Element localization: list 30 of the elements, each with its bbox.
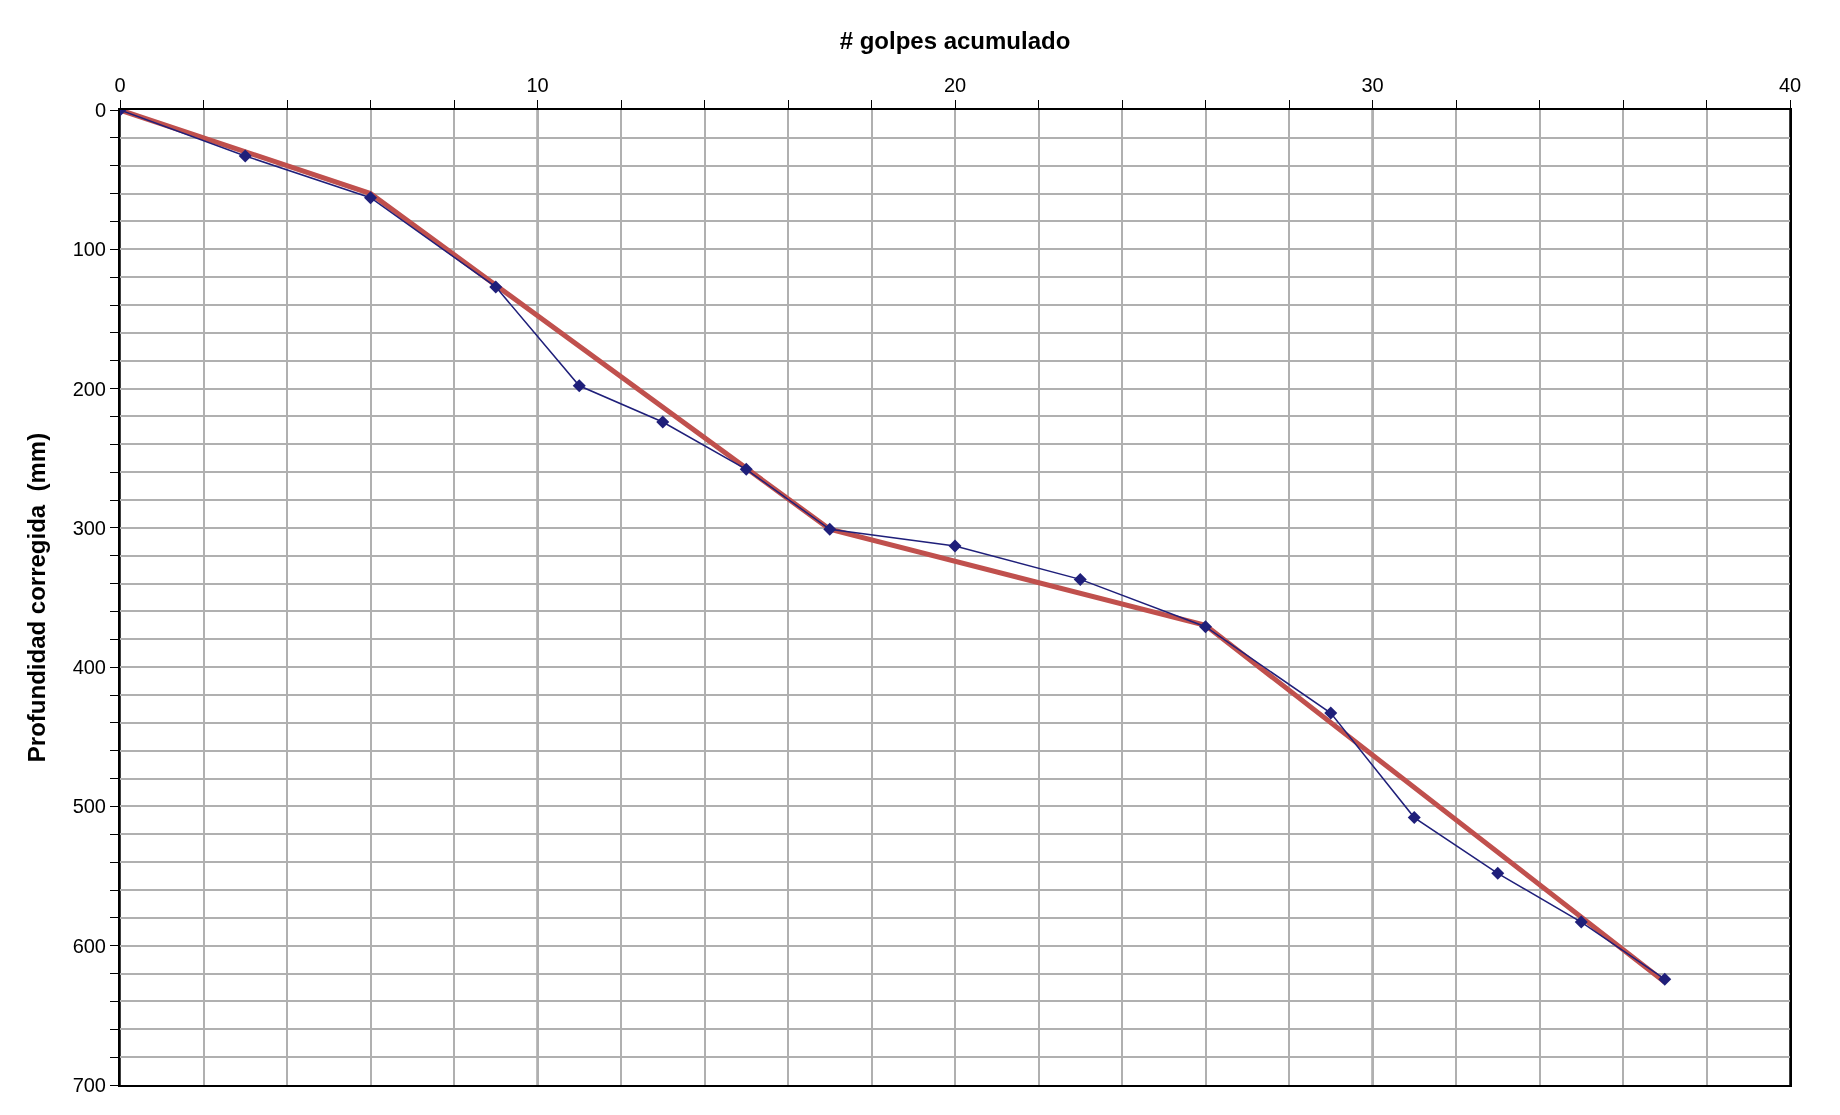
y-tick-label: 0: [94, 99, 106, 121]
y-tick-label: 700: [72, 1074, 106, 1096]
point: [572, 379, 586, 393]
point: [1324, 706, 1338, 720]
y-axis-title: Profundidad corregida (mm): [23, 432, 51, 763]
point: [1073, 572, 1087, 586]
point: [1658, 972, 1672, 986]
point: [823, 522, 837, 536]
point: [948, 539, 962, 553]
x-axis-title: # golpes acumulado: [839, 26, 1071, 54]
point: [489, 280, 503, 294]
x-tick-label: 30: [1361, 74, 1384, 96]
x-tick-label: 40: [1778, 74, 1802, 96]
point: [1407, 811, 1421, 825]
x-tick-label: 0: [114, 74, 126, 96]
point: [238, 149, 252, 163]
point: [656, 415, 670, 429]
x-tick-label: 10: [526, 74, 549, 96]
y-tick-label: 600: [72, 934, 106, 957]
point: [1199, 620, 1212, 634]
point: [1491, 866, 1505, 880]
point: [1574, 915, 1588, 929]
y-tick-label: 200: [72, 377, 106, 400]
y-tick-label: 300: [72, 516, 106, 539]
x-tick-label: 20: [943, 74, 967, 96]
y-tick-label: 400: [72, 656, 106, 679]
y-tick-label: 100: [72, 238, 106, 261]
point: [364, 191, 377, 205]
y-tick-label: 500: [72, 795, 106, 818]
point: [739, 462, 753, 476]
